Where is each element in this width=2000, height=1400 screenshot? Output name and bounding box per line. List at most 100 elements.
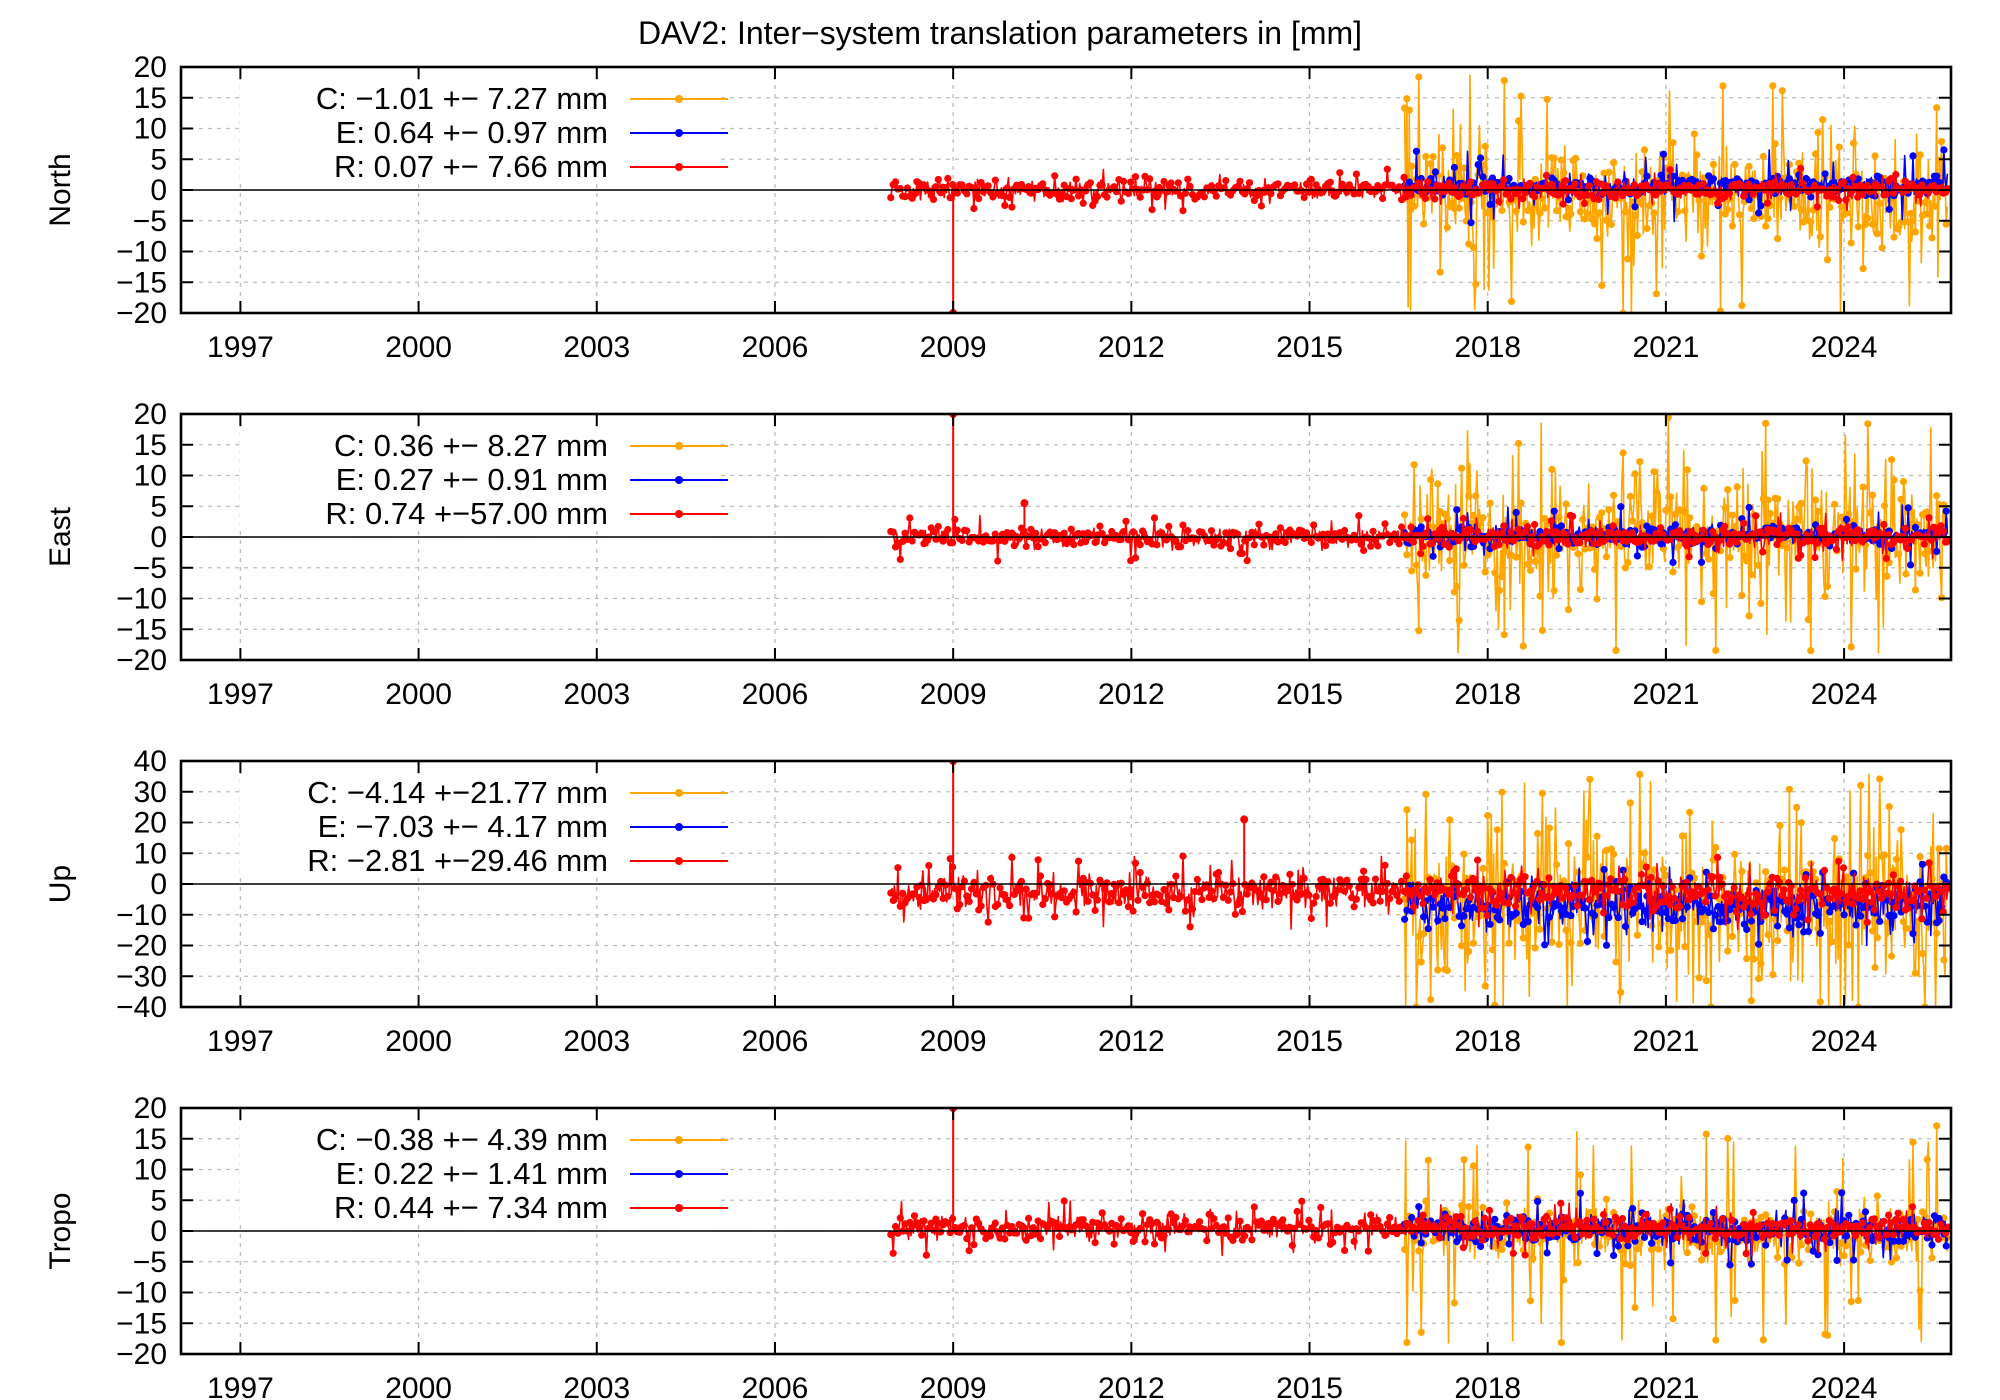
data-point (991, 530, 999, 538)
data-point (1488, 887, 1496, 895)
data-point (1873, 1192, 1881, 1200)
data-point (1460, 1156, 1468, 1164)
data-point (1350, 1237, 1358, 1245)
data-point (1538, 889, 1546, 898)
data-point (1541, 514, 1549, 523)
data-point (1466, 525, 1475, 534)
data-point (1519, 642, 1527, 650)
data-point (1878, 244, 1886, 252)
data-point (1222, 177, 1230, 185)
data-point (972, 890, 980, 898)
data-point (1716, 1248, 1725, 1256)
data-point (1324, 1220, 1332, 1228)
y-tick-label: 20 (134, 398, 167, 431)
data-point (1395, 183, 1403, 191)
x-tick-label: 1997 (207, 1372, 274, 1400)
data-point (1704, 886, 1712, 894)
data-point (1816, 998, 1824, 1006)
data-point (1642, 863, 1650, 871)
data-point (1466, 893, 1475, 901)
data-point (1310, 899, 1318, 907)
data-point (1150, 898, 1159, 906)
data-point (1141, 892, 1149, 900)
data-point (1858, 1219, 1867, 1227)
data-point (1350, 903, 1358, 911)
data-point (946, 194, 954, 202)
data-point (1419, 542, 1427, 551)
data-point (941, 881, 950, 889)
data-point (984, 182, 992, 190)
data-point (1709, 175, 1717, 183)
data-point (1360, 546, 1368, 555)
data-point (1484, 209, 1492, 217)
data-point (1783, 544, 1791, 552)
data-point (1645, 885, 1653, 893)
legend-swatch-point (675, 510, 683, 518)
data-point (1205, 537, 1213, 545)
data-point (899, 889, 907, 897)
data-point (1724, 205, 1732, 214)
data-point (1745, 612, 1753, 620)
data-point (1643, 224, 1651, 233)
data-point (1341, 1246, 1349, 1254)
data-point (1428, 187, 1437, 196)
data-point (1839, 864, 1848, 872)
data-point (1564, 204, 1573, 212)
data-point (1742, 898, 1750, 906)
data-point (1547, 517, 1555, 525)
data-point (1618, 192, 1627, 200)
data-point (1032, 529, 1040, 538)
data-point (1415, 627, 1423, 635)
data-point (1479, 514, 1487, 522)
data-point (1801, 874, 1810, 882)
data-point (1453, 152, 1461, 160)
data-point (1885, 205, 1893, 213)
data-point (1561, 177, 1570, 185)
data-point (1819, 116, 1827, 124)
data-point (1517, 92, 1525, 100)
data-point (1669, 558, 1677, 567)
data-point (1911, 969, 1919, 977)
data-point (1771, 527, 1779, 535)
data-point (1785, 175, 1793, 183)
data-point (1010, 542, 1018, 550)
data-point (1882, 190, 1890, 198)
data-point (951, 884, 959, 893)
data-point (968, 1224, 976, 1232)
y-tick-label: 0 (150, 1215, 167, 1248)
data-point (1652, 902, 1660, 911)
data-point (1336, 169, 1344, 177)
data-point (1892, 903, 1900, 912)
data-point (1807, 218, 1815, 226)
data-point (1528, 1220, 1536, 1228)
data-point (1500, 859, 1508, 868)
data-point (1724, 947, 1732, 955)
data-point (1481, 982, 1489, 990)
data-point (901, 529, 909, 537)
data-point (1747, 997, 1755, 1005)
data-point (1745, 196, 1753, 204)
data-point (1807, 1210, 1815, 1218)
data-point (1515, 439, 1523, 448)
data-point (913, 1219, 921, 1227)
data-point (1842, 515, 1851, 524)
data-point (1543, 95, 1551, 103)
series-group (887, 73, 1951, 313)
y-tick-label: −5 (133, 552, 167, 585)
series-line-C (1403, 773, 1949, 1007)
data-point (1933, 547, 1941, 556)
data-point (922, 1251, 931, 1259)
legend: C: −0.38 +− 4.39 mmE: 0.22 +− 1.41 mmR: … (240, 1122, 728, 1225)
data-point (1709, 590, 1717, 598)
data-point (1832, 885, 1840, 893)
data-point (1831, 835, 1839, 843)
data-point (1134, 896, 1142, 904)
data-point (1491, 1215, 1499, 1223)
data-point (1756, 528, 1764, 536)
data-point (1400, 173, 1408, 181)
y-tick-label: −15 (116, 266, 167, 299)
data-point (1431, 168, 1439, 176)
data-point (1832, 545, 1840, 553)
data-point (1433, 534, 1441, 542)
